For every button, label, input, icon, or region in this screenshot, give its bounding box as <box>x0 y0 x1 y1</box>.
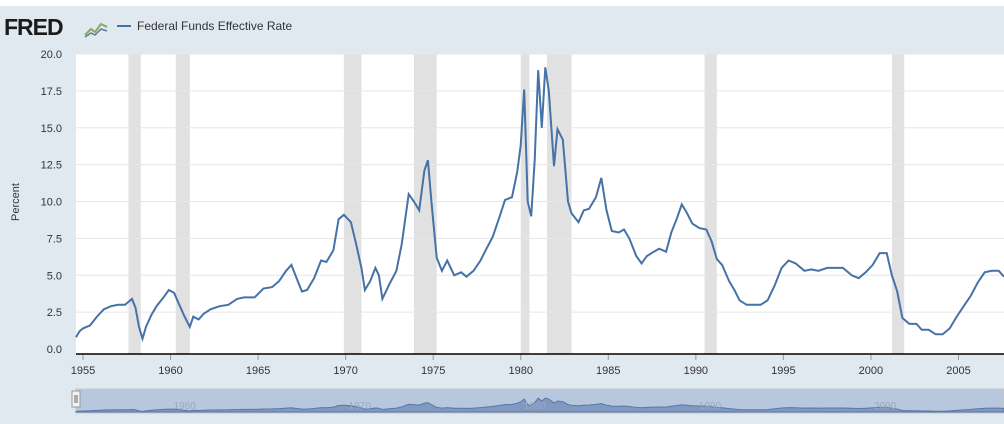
x-tick-label: 1960 <box>158 365 182 377</box>
recession-band <box>891 54 905 354</box>
chart-line-icon <box>84 22 108 38</box>
y-tick-label: 5.0 <box>47 270 62 282</box>
x-tick-label: 1965 <box>246 365 270 377</box>
navigator-label: 2000 <box>874 401 897 412</box>
x-tick-label: 1970 <box>333 365 357 377</box>
x-tick-label: 1995 <box>771 365 795 377</box>
navigator-labels: 1960 1970 1980 1990 2000 <box>174 401 897 412</box>
chart-header: FRED Federal Funds Effective Rate <box>0 6 1004 54</box>
recession-bands <box>128 54 905 354</box>
fred-logo[interactable]: FRED <box>4 14 64 40</box>
x-tick-label: 1990 <box>684 365 708 377</box>
x-tick-label: 1985 <box>596 365 620 377</box>
legend-swatch <box>117 25 131 27</box>
y-tick-label: 7.5 <box>47 233 62 245</box>
y-tick-label: 0.0 <box>47 344 62 356</box>
x-tick-label: 1975 <box>421 365 445 377</box>
y-axis-ticks: 0.0 2.5 5.0 7.5 10.0 12.5 15.0 17.5 20.0 <box>41 49 62 356</box>
recession-band <box>413 54 437 354</box>
x-tick-label: 1980 <box>508 365 532 377</box>
y-tick-label: 20.0 <box>41 49 62 61</box>
recession-band <box>704 54 717 354</box>
navigator-label: 1990 <box>699 401 722 412</box>
x-axis-ticks: 1955 1960 1965 1970 1975 1980 1985 1990 1995 2000… <box>71 354 971 377</box>
top-bar <box>0 0 1004 6</box>
x-tick-label: 2000 <box>859 365 883 377</box>
navigator-series-area <box>75 397 1004 413</box>
y-tick-label: 10.0 <box>41 197 62 209</box>
navigator-label: 1970 <box>349 401 372 412</box>
navigator-label: 1960 <box>174 401 197 412</box>
y-tick-label: 2.5 <box>47 307 62 319</box>
recession-band <box>175 54 190 354</box>
chart-legend[interactable]: Federal Funds Effective Rate <box>117 19 292 33</box>
legend-label: Federal Funds Effective Rate <box>137 19 293 33</box>
recession-band <box>520 54 530 354</box>
y-tick-label: 12.5 <box>41 160 62 172</box>
drag-handle-icon[interactable] <box>71 390 81 408</box>
recession-band <box>343 54 362 354</box>
recession-band <box>547 54 572 354</box>
navigator[interactable]: 1960 1970 1980 1990 2000 <box>71 388 1004 414</box>
y-axis-label: Percent <box>10 183 22 221</box>
y-tick-label: 15.0 <box>41 123 62 135</box>
recession-band <box>128 54 141 354</box>
x-tick-label: 2005 <box>946 365 970 377</box>
y-tick-label: 17.5 <box>41 86 62 98</box>
navigator-label: 1980 <box>524 401 547 412</box>
x-tick-label: 1955 <box>71 365 95 377</box>
series-line[interactable] <box>75 67 1004 343</box>
